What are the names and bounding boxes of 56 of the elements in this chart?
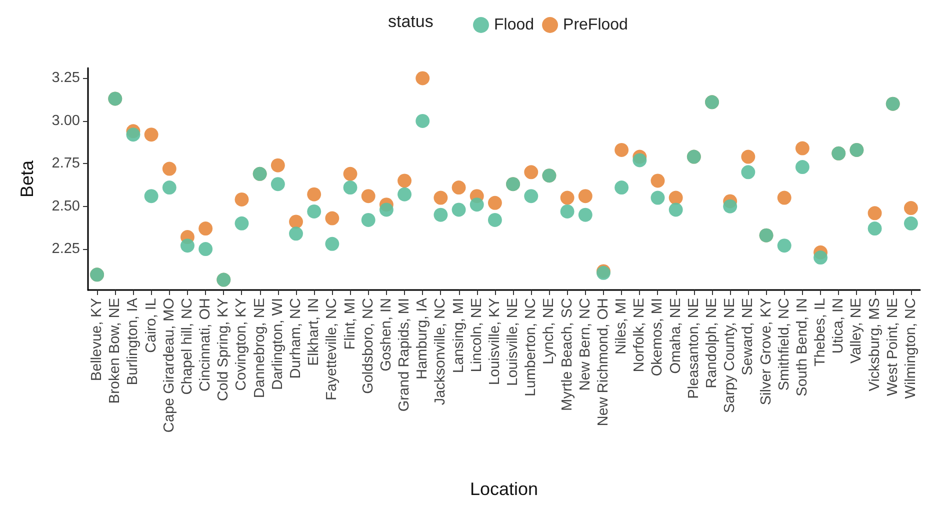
x-tick-label: Bellevue, KY [89, 298, 106, 382]
x-tick-label: Fayetteville, NC [324, 298, 340, 400]
x-tick-label: Covington, KY [234, 298, 250, 391]
x-tick-label: Elkhart, IN [306, 298, 322, 366]
x-tick-label: Silver Grove, KY [758, 298, 774, 406]
x-tick-label: Dannebrog, NE [252, 298, 268, 398]
x-tick-label: Seward, NE [740, 298, 756, 376]
x-tick-label: Okemos, MI [650, 298, 666, 376]
x-tick-label: Thebes, IL [812, 298, 829, 367]
x-tick-label: Utica, IN [830, 298, 847, 354]
x-tick-label: Norfolk, NE [632, 298, 648, 372]
x-tick-label: Broken Bow, NE [107, 298, 124, 404]
x-tick-label: Flint, MI [342, 298, 358, 350]
x-axis-title: Location [470, 479, 538, 499]
y-tick-label: 2.50 [52, 198, 80, 214]
x-tick-label: Cape Girardeau, MO [161, 298, 178, 433]
x-tick-label: Grand Rapids, MI [396, 298, 413, 412]
x-tick-label: Hamburg, IA [414, 298, 431, 380]
x-tick-label: Louisville, NE [505, 298, 522, 386]
x-tick-label: Lansing, MI [450, 298, 467, 373]
x-tick-label: Lynch, NE [541, 298, 558, 364]
x-tick-label: Myrtle Beach, SC [559, 298, 576, 411]
x-tick-label: Omaha, NE [668, 298, 684, 374]
x-tick-label: West Point, NE [884, 298, 901, 396]
x-tick-label: Jacksonville, NC [432, 298, 449, 406]
x-tick-label: Pleasanton, NE [686, 298, 702, 399]
legend-title: status [388, 12, 434, 31]
x-tick-label: Wilmington, NC [902, 298, 919, 399]
x-tick-label: Lincoln, NE [468, 298, 485, 372]
x-tick-label: Goldsboro, NC [360, 298, 376, 394]
x-tick-label: Sarpy County, NE [722, 298, 738, 413]
x-tick-label: Louisville, KY [486, 298, 503, 386]
x-tick-label: New Richmond, OH [595, 298, 612, 426]
y-tick-label: 3.25 [52, 70, 80, 86]
x-tick-label: Goshen, IN [378, 298, 394, 372]
x-tick-label: Randolph, NE [704, 298, 720, 388]
legend-label: Flood [494, 16, 534, 34]
x-tick-label: Durham, NC [288, 298, 304, 379]
y-tick-label: 3.00 [52, 112, 80, 129]
y-tick-label: 2.75 [52, 156, 80, 172]
x-tick-label: New Bern, NC [577, 298, 594, 391]
x-tick-label: Cincinnati, OH [198, 298, 214, 392]
x-tick-label: Vicksburg, MS [866, 298, 883, 392]
y-axis-title: Beta [17, 160, 37, 198]
x-tick-label: Niles, MI [614, 298, 630, 354]
x-tick-label: Cairo, IL [143, 298, 160, 353]
x-tick-label: Lumberton, NC [523, 298, 540, 396]
y-tick-label: 2.25 [52, 241, 80, 258]
x-tick-label: Chapel hill, NC [179, 298, 196, 395]
x-tick-label: Darlington, WI [270, 298, 286, 390]
legend-label: PreFlood [563, 16, 628, 34]
x-tick-label: Burlington, IA [125, 298, 142, 386]
x-tick-label: Smithfield, NC [776, 298, 792, 391]
x-tick-label: South Bend, IN [794, 298, 810, 396]
x-tick-label: Valley, NE [848, 298, 865, 364]
x-tick-label: Cold Spring, KY [216, 298, 232, 402]
